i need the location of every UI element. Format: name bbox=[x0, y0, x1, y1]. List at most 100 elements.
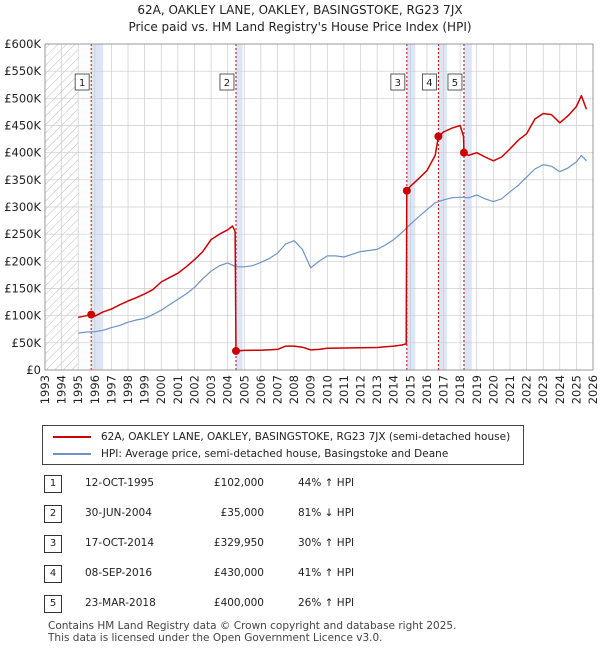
price-chart: £0 £50K £100K £150K £200K £250K £300K £350K £400… bbox=[4, 37, 600, 404]
y-tick-label: £550K bbox=[4, 64, 41, 78]
x-tick-label: 2004 bbox=[221, 375, 235, 404]
sale-hpi-diff: 44% ↑ HPI bbox=[298, 477, 355, 489]
sale-number-box bbox=[421, 73, 437, 91]
property-price-line bbox=[78, 94, 588, 352]
x-tick-label: 1999 bbox=[138, 375, 152, 404]
x-tick-label: 1994 bbox=[55, 375, 69, 404]
legend-label-hpi: HPI: Average price, semi-detached house,… bbox=[101, 448, 449, 460]
y-tick-label: £250K bbox=[4, 227, 41, 241]
sale-row: 1 12-OCT-1995 £102,000 44% ↑ HPI bbox=[0, 475, 600, 495]
sale-row: 3 17-OCT-2014 £329,950 30% ↑ HPI bbox=[0, 535, 600, 555]
x-tick-label: 2014 bbox=[387, 375, 401, 404]
sale-price: £329,950 bbox=[213, 537, 264, 549]
sale-point bbox=[87, 310, 96, 319]
sale-point bbox=[231, 346, 240, 355]
sale-number-label: 2 bbox=[224, 78, 230, 89]
sale-date: 08-SEP-2016 bbox=[85, 567, 153, 579]
x-tick-label: 2007 bbox=[270, 375, 284, 404]
x-tick-label: 2001 bbox=[171, 375, 185, 404]
x-tick-label: 2006 bbox=[254, 375, 268, 404]
sale-number: 4 bbox=[44, 565, 62, 583]
chart-subtitle: Price paid vs. HM Land Registry's House … bbox=[128, 20, 472, 34]
y-tick-label: £50K bbox=[12, 336, 42, 350]
y-tick-label: £400K bbox=[4, 146, 41, 160]
x-tick-label: 1997 bbox=[104, 375, 118, 404]
x-tick-label: 2024 bbox=[553, 375, 567, 404]
x-tick-label: 2015 bbox=[403, 375, 417, 404]
sale-point bbox=[402, 186, 411, 195]
x-tick-label: 2010 bbox=[320, 375, 334, 404]
x-tick-label: 2022 bbox=[520, 375, 534, 404]
x-tick-label: 2003 bbox=[204, 375, 218, 404]
x-tick-label: 2000 bbox=[154, 375, 168, 404]
x-tick-label: 2017 bbox=[437, 375, 451, 404]
x-tick-label: 2023 bbox=[536, 375, 550, 404]
sale-hpi-diff: 41% ↑ HPI bbox=[298, 567, 355, 579]
y-tick-label: £350K bbox=[4, 173, 41, 187]
legend-item-property: 62A, OAKLEY LANE, OAKLEY, BASINGSTOKE, R… bbox=[53, 429, 510, 445]
legend-item-hpi: HPI: Average price, semi-detached house,… bbox=[53, 446, 448, 462]
plot-frame bbox=[44, 43, 594, 371]
sale-number-label: 3 bbox=[395, 78, 401, 89]
legend-swatch-property bbox=[53, 436, 91, 438]
x-tick-label: 2009 bbox=[304, 375, 318, 404]
x-tick-label: 2005 bbox=[237, 375, 251, 404]
sale-number-box bbox=[390, 73, 406, 91]
sale-date: 23-MAR-2018 bbox=[85, 597, 156, 609]
legend-swatch-hpi bbox=[53, 453, 91, 455]
sale-hpi-diff: 26% ↑ HPI bbox=[298, 597, 355, 609]
x-tick-label: 2025 bbox=[569, 375, 583, 404]
x-tick-label: 2002 bbox=[187, 375, 201, 404]
y-tick-label: £100K bbox=[4, 309, 41, 323]
x-tick-label: 2026 bbox=[586, 375, 600, 404]
sale-date: 17-OCT-2014 bbox=[85, 537, 154, 549]
sale-date: 30-JUN-2004 bbox=[85, 507, 152, 519]
x-tick-label: 1998 bbox=[121, 375, 135, 404]
x-tick-label: 2021 bbox=[503, 375, 517, 404]
sale-number-box bbox=[447, 73, 463, 91]
sale-row: 2 30-JUN-2004 £35,000 81% ↓ HPI bbox=[0, 505, 600, 525]
x-tick-label: 2018 bbox=[453, 375, 467, 404]
x-tick-label: 2012 bbox=[354, 375, 368, 404]
x-tick-label: 2008 bbox=[287, 375, 301, 404]
y-tick-label: £150K bbox=[4, 282, 41, 296]
x-tick-label: 2019 bbox=[470, 375, 484, 404]
x-tick-label: 1996 bbox=[88, 375, 102, 404]
chart-title: 62A, OAKLEY LANE, OAKLEY, BASINGSTOKE, R… bbox=[137, 3, 463, 17]
x-tick-label: 2016 bbox=[420, 375, 434, 404]
sale-row: 4 08-SEP-2016 £430,000 41% ↑ HPI bbox=[0, 565, 600, 585]
y-tick-label: £500K bbox=[4, 91, 41, 105]
sale-number: 5 bbox=[44, 595, 62, 613]
sale-price: £35,000 bbox=[220, 507, 264, 519]
sale-number: 3 bbox=[44, 535, 62, 553]
y-tick-label: £0 bbox=[26, 363, 41, 377]
sale-number-label: 1 bbox=[79, 78, 85, 89]
x-tick-label: 2011 bbox=[337, 375, 351, 404]
hpi-line bbox=[78, 154, 587, 334]
sale-number-box bbox=[74, 73, 90, 91]
footer-licence: This data is licensed under the Open Gov… bbox=[48, 632, 383, 644]
footer-copyright: Contains HM Land Registry data © Crown c… bbox=[48, 620, 457, 632]
sale-number-label: 4 bbox=[426, 78, 432, 89]
sale-price: £102,000 bbox=[213, 477, 264, 489]
sale-date: 12-OCT-1995 bbox=[85, 477, 154, 489]
sale-price: £400,000 bbox=[213, 597, 264, 609]
y-tick-label: £600K bbox=[4, 37, 41, 51]
sale-hpi-diff: 81% ↓ HPI bbox=[298, 507, 355, 519]
x-tick-label: 1993 bbox=[38, 375, 52, 404]
y-tick-label: £300K bbox=[4, 200, 41, 214]
x-tick-label: 2013 bbox=[370, 375, 384, 404]
x-tick-label: 2020 bbox=[486, 375, 500, 404]
sale-point bbox=[434, 132, 443, 141]
legend-label-property: 62A, OAKLEY LANE, OAKLEY, BASINGSTOKE, R… bbox=[101, 431, 511, 443]
sale-number: 1 bbox=[44, 475, 62, 493]
sale-point bbox=[459, 148, 468, 157]
x-tick-label: 1995 bbox=[71, 375, 85, 404]
y-tick-label: £450K bbox=[4, 119, 41, 133]
sale-hpi-diff: 30% ↑ HPI bbox=[298, 537, 355, 549]
sale-number: 2 bbox=[44, 505, 62, 523]
sale-price: £430,000 bbox=[213, 567, 264, 579]
y-tick-label: £200K bbox=[4, 254, 41, 268]
legend: 62A, OAKLEY LANE, OAKLEY, BASINGSTOKE, R… bbox=[42, 425, 524, 465]
